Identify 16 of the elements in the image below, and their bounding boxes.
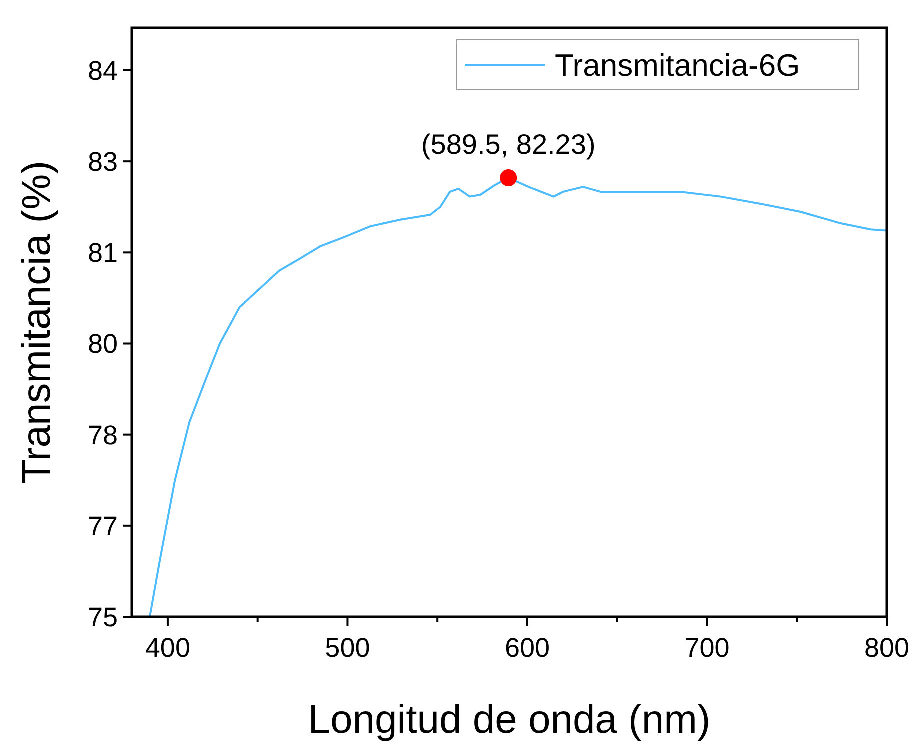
y-tick-label: 77 bbox=[88, 511, 118, 542]
x-tick-label: 500 bbox=[325, 633, 370, 663]
y-tick-label: 81 bbox=[88, 238, 118, 268]
y-tick-label: 78 bbox=[88, 420, 118, 450]
y-tick-label: 75 bbox=[88, 602, 118, 632]
y-tick-label: 83 bbox=[88, 147, 118, 178]
x-tick-label: 800 bbox=[864, 633, 910, 663]
y-tick-label: 84 bbox=[88, 56, 118, 86]
x-tick-label: 600 bbox=[504, 633, 550, 663]
y-tick-label: 80 bbox=[88, 329, 118, 360]
y-axis-title: Transmitancia (%) bbox=[15, 160, 59, 484]
x-tick-label: 700 bbox=[684, 633, 730, 663]
legend-label: Transmitancia-6G bbox=[555, 48, 800, 83]
x-tick-label: 400 bbox=[145, 633, 190, 663]
annotation: (589.5, 82.23) bbox=[421, 128, 596, 160]
x-axis-title: Longitud de onda (nm) bbox=[308, 698, 711, 742]
